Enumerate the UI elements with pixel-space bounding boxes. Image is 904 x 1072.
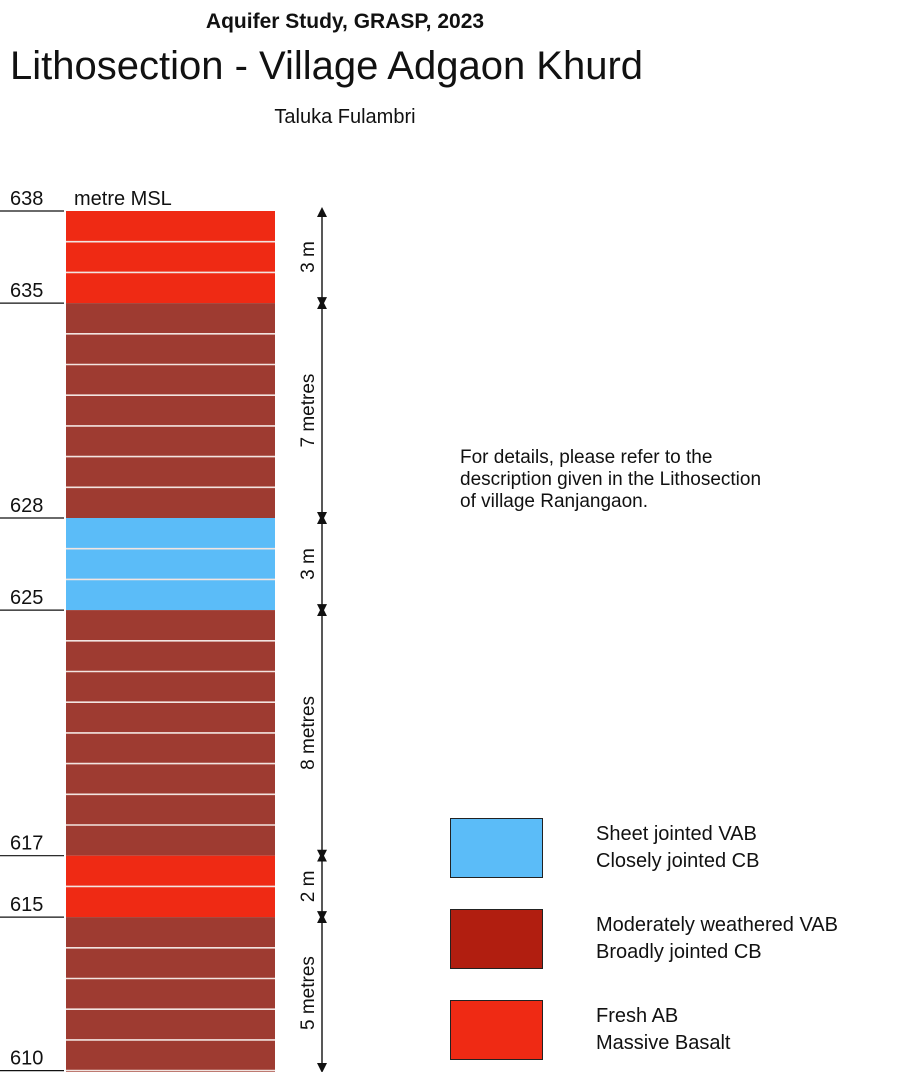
legend-item-fresh-ab: Fresh AB Massive Basalt [450,1000,904,1062]
legend-label-line2: Closely jointed CB [596,850,760,872]
legend-swatch-fresh-ab [450,1000,543,1060]
thickness-label: 5 metres [298,956,319,1030]
elevation-label: 610 [10,1048,43,1070]
thickness-label: 8 metres [298,696,319,770]
elevation-label: 628 [10,495,43,517]
legend-swatch-moderately-weathered [450,909,543,969]
elevation-label: 615 [10,894,43,916]
thickness-label: 7 metres [298,374,319,448]
details-note-line1: For details, please refer to the [460,447,713,468]
layer-moderately-weathered-upper [66,303,275,518]
thickness-label: 3 m [298,241,319,273]
legend-label-line1: Sheet jointed VAB [596,823,757,845]
legend-label-line2: Massive Basalt [596,1032,731,1054]
legend-label-line1: Fresh AB [596,1005,679,1027]
layer-moderately-weathered-upper-fill [66,303,275,518]
layer-moderately-weathered-middle [66,610,275,856]
legend-item-moderately-weathered: Moderately weathered VAB Broadly jointed… [450,909,904,971]
legend-swatch-sheet-jointed [450,818,543,878]
legend-item-sheet-jointed: Sheet jointed VAB Closely jointed CB [450,818,904,880]
supertitle: Aquifer Study, GRASP, 2023 [205,10,485,33]
layer-moderately-weathered-lower [66,917,275,1071]
legend-label: Moderately weathered VAB Broadly jointed… [596,912,838,966]
layer-fresh-ab-top [66,211,275,304]
thickness-label: 2 m [298,871,319,903]
layer-sheet-jointed-fill [66,518,275,611]
thickness-label: 3 m [298,548,319,580]
page-title: Lithosection - Village Adgaon Khurd [10,44,644,88]
details-note: For details, please refer to the descrip… [460,447,880,513]
legend-label-line2: Broadly jointed CB [596,941,762,963]
legend-label: Sheet jointed VAB Closely jointed CB [596,821,759,875]
legend-label: Fresh AB Massive Basalt [596,1003,731,1057]
layer-fresh-ab-top-fill [66,211,275,304]
layer-moderately-weathered-lower-fill [66,917,275,1071]
legend-label-line1: Moderately weathered VAB [596,914,838,936]
elevation-label: 635 [10,280,43,302]
elevation-label: 638 [10,188,43,210]
elevation-label: 625 [10,587,43,609]
unit-label: metre MSL [74,188,172,210]
layer-sheet-jointed [66,518,275,611]
subtitle: Taluka Fulambri [274,106,416,128]
layer-fresh-ab-middle [66,855,275,918]
details-note-line2: description given in the Lithosection [460,469,762,490]
details-note-line3: of village Ranjangaon. [460,491,649,512]
elevation-label: 617 [10,833,43,855]
